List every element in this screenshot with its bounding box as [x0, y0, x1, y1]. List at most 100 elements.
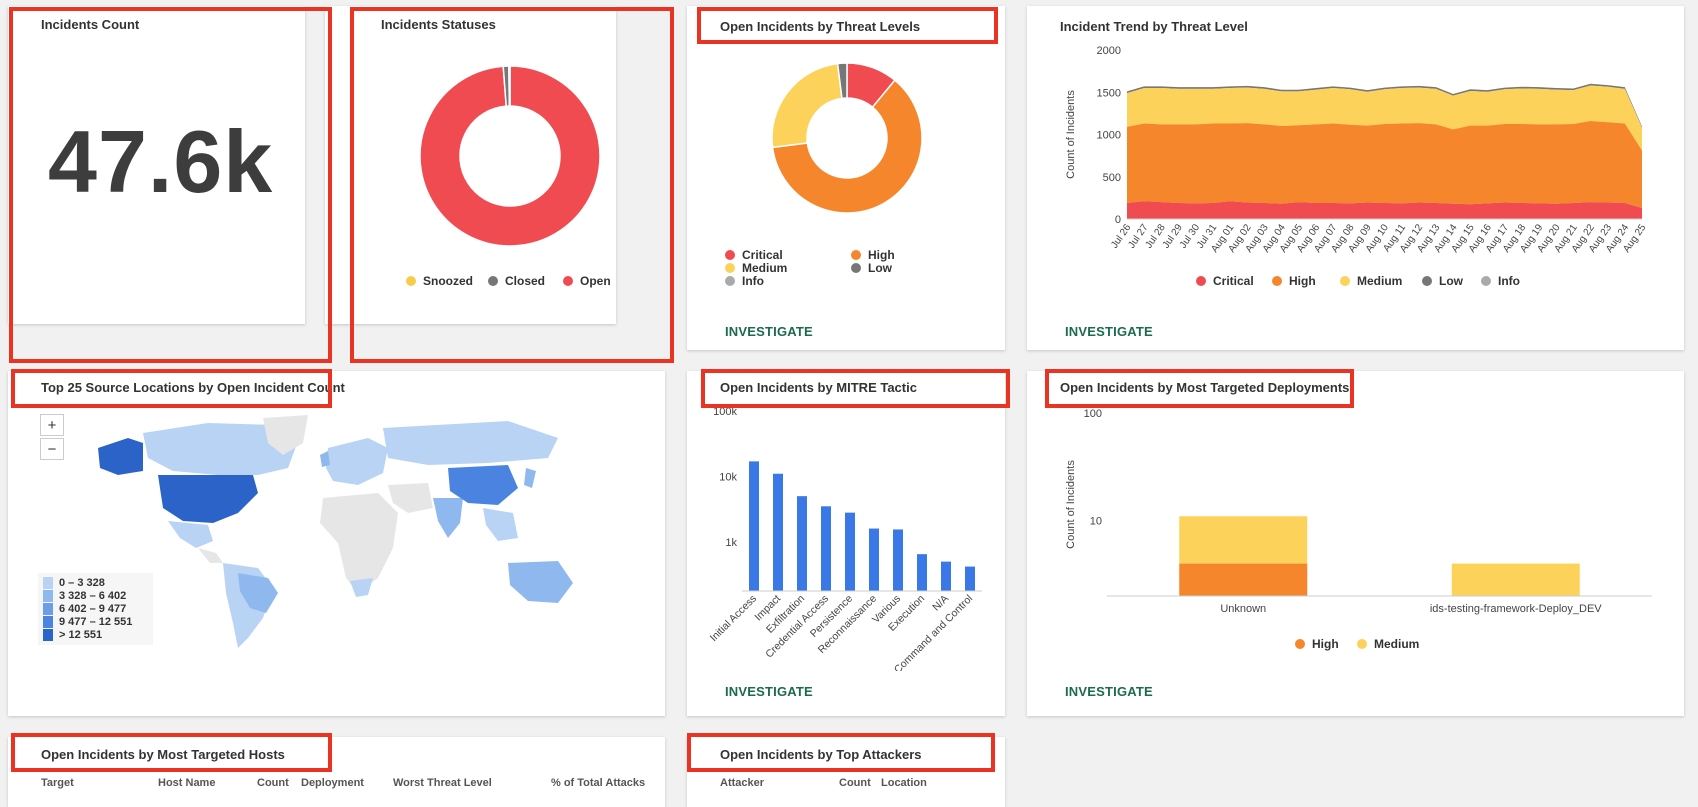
region-mexico[interactable] [168, 521, 213, 548]
y-tick-label: 0 [1115, 214, 1121, 226]
region-brazil[interactable] [238, 573, 278, 613]
legend-item-high[interactable]: High [1295, 637, 1339, 651]
legend-item-high[interactable]: High [851, 248, 895, 262]
column-header-location[interactable]: Location [881, 777, 927, 789]
legend-item-low[interactable]: Low [851, 261, 892, 275]
bar-unknown-medium [1179, 516, 1308, 564]
region-alaska[interactable] [98, 438, 143, 475]
region-india[interactable] [433, 498, 463, 538]
column-header-worst-threat-level[interactable]: Worst Threat Level [393, 777, 492, 789]
legend-dot [725, 250, 735, 260]
legend-dot [563, 276, 573, 286]
slice-low [836, 62, 848, 100]
y-tick-label: 2000 [1097, 45, 1121, 57]
legend-label: > 12 551 [59, 629, 103, 641]
legend-label: 0 – 3 328 [59, 577, 105, 589]
y-tick-label: 100k [713, 406, 737, 418]
zoom-out-button[interactable]: − [40, 438, 64, 460]
legend-dot [851, 263, 861, 273]
column-header-percent-total-attacks[interactable]: % of Total Attacks [551, 777, 646, 789]
investigate-button[interactable]: INVESTIGATE [1065, 684, 1153, 699]
x-tick-label: Initial Access [708, 593, 759, 644]
region-australia[interactable] [508, 561, 573, 603]
area-high [1127, 120, 1642, 209]
y-tick-label: 10k [719, 471, 737, 483]
legend-label: Medium [742, 261, 788, 275]
x-tick-label: Unknown [1220, 603, 1266, 615]
investigate-button[interactable]: INVESTIGATE [725, 684, 813, 699]
region-southeast-asia[interactable] [483, 508, 518, 541]
column-header-deployment[interactable]: Deployment [301, 777, 364, 789]
zoom-in-button[interactable]: + [40, 414, 64, 436]
legend-dot [1481, 276, 1491, 286]
legend-item-medium[interactable]: Medium [1340, 274, 1402, 288]
legend-dot [725, 276, 735, 286]
bar-exfiltration [797, 496, 807, 591]
column-header-attacker[interactable]: Attacker [720, 777, 765, 789]
legend-item-open[interactable]: Open [563, 274, 611, 288]
legend-label: 6 402 – 9 477 [59, 603, 127, 615]
region-south-africa[interactable] [350, 578, 373, 597]
region-china[interactable] [448, 465, 518, 505]
legend-label: Medium [1357, 274, 1403, 288]
y-axis-label: Count of Incidents [1065, 460, 1077, 549]
region-japan[interactable] [524, 468, 536, 488]
region-canada[interactable] [143, 423, 298, 475]
legend-label: Low [868, 261, 892, 275]
card-title: Open Incidents by Most Targeted Hosts [41, 747, 285, 762]
incident-trend-card: Incident Trend by Threat Level 0 500 1000 1… [1027, 6, 1684, 350]
world-map [98, 415, 573, 648]
investigate-button[interactable]: INVESTIGATE [1065, 324, 1153, 339]
bar-unknown-high [1179, 563, 1308, 596]
y-tick-label: 500 [1103, 172, 1121, 184]
region-europe[interactable] [326, 438, 388, 485]
region-africa[interactable] [320, 493, 398, 593]
investigate-button[interactable]: INVESTIGATE [725, 324, 813, 339]
legend-label: 3 328 – 6 402 [59, 590, 127, 602]
legend-dot [488, 276, 498, 286]
legend-dot [406, 276, 416, 286]
bar-execution [917, 554, 927, 591]
legend-item-critical[interactable]: Critical [1196, 274, 1254, 288]
region-uk[interactable] [320, 451, 330, 467]
bar-command-and-control [965, 566, 975, 591]
legend-label: High [1289, 274, 1316, 288]
region-central-america[interactable] [198, 548, 223, 563]
column-header-count[interactable]: Count [257, 777, 289, 789]
y-tick-label: 1000 [1097, 130, 1121, 142]
legend-dot [1422, 276, 1432, 286]
legend-item-high[interactable]: High [1272, 274, 1316, 288]
card-title: Open Incidents by Most Targeted Deployme… [1060, 380, 1350, 395]
card-title: Incident Trend by Threat Level [1060, 19, 1248, 34]
legend-item: 3 328 – 6 402 [43, 590, 127, 603]
legend-item-info[interactable]: Info [725, 274, 764, 288]
mitre-tactic-card: Open Incidents by MITRE Tactic 1k 10k 100k… [687, 371, 1005, 716]
column-header-target[interactable]: Target [41, 777, 74, 789]
region-middle-east[interactable] [388, 483, 433, 513]
legend-item-snoozed[interactable]: Snoozed [406, 274, 473, 288]
region-greenland[interactable] [263, 415, 308, 455]
column-header-host-name[interactable]: Host Name [158, 777, 216, 789]
legend-item-medium[interactable]: Medium [725, 261, 787, 275]
legend-item-critical[interactable]: Critical [725, 248, 783, 262]
legend-label: Low [1439, 274, 1463, 288]
threat-donut-chart [771, 62, 923, 214]
card-title: Open Incidents by MITRE Tactic [720, 380, 917, 395]
bar-reconnaissance [869, 528, 879, 591]
legend-item-low[interactable]: Low [1422, 274, 1463, 288]
legend-item-medium[interactable]: Medium [1357, 637, 1419, 651]
source-locations-map-card: Top 25 Source Locations by Open Incident… [8, 371, 665, 716]
bar-impact [773, 473, 783, 591]
region-usa[interactable] [158, 475, 258, 523]
area-critical [1127, 201, 1642, 219]
y-axis-label: Count of Incidents [1065, 90, 1077, 179]
bar-various [893, 529, 903, 591]
column-header-count[interactable]: Count [839, 777, 871, 789]
legend-item-info[interactable]: Info [1481, 274, 1520, 288]
region-russia[interactable] [383, 421, 558, 465]
legend-item-closed[interactable]: Closed [488, 274, 545, 288]
card-title: Incidents Count [41, 17, 140, 32]
legend-label: Snoozed [423, 274, 473, 288]
legend-label: High [1312, 637, 1339, 651]
